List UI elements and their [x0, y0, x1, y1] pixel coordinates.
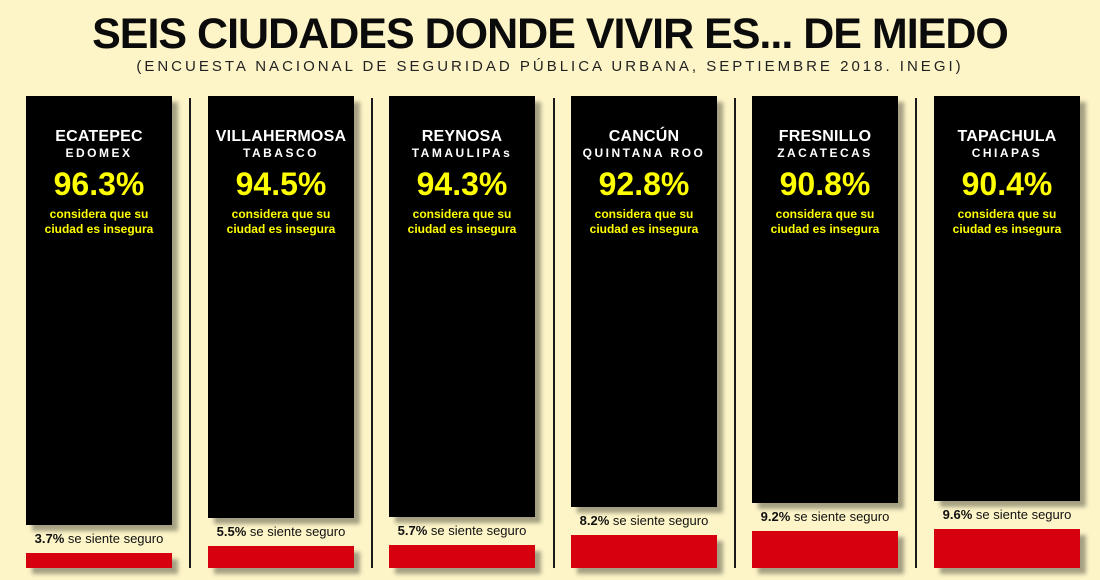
- city-name: ECATEPEC: [55, 128, 143, 145]
- insecure-caption: considera que su: [412, 207, 512, 221]
- state-name: TAMAULIPAs: [411, 146, 513, 160]
- city-name: VILLAHERMOSA: [215, 128, 347, 145]
- safe-caption: se siente seguro: [246, 524, 346, 539]
- safe-caption: se siente seguro: [427, 523, 527, 538]
- city-name: FRESNILLO: [778, 128, 872, 145]
- column-divider: [189, 98, 191, 568]
- insecure-percent: 94.3%: [416, 166, 508, 202]
- safe-label: 3.7% se siente seguro: [19, 531, 179, 546]
- city-name: TAPACHULA: [957, 128, 1057, 145]
- city-name: REYNOSA: [421, 128, 503, 145]
- safe-label: 5.7% se siente seguro: [382, 523, 542, 538]
- chart-subtitle: (ENCUESTA NACIONAL DE SEGURIDAD PÚBLICA …: [136, 58, 964, 75]
- insecure-caption: ciudad es insegura: [589, 222, 699, 236]
- state-name: QUINTANA ROO: [582, 146, 706, 160]
- column-divider: [553, 98, 555, 568]
- safe-percent: 3.7%: [34, 531, 65, 546]
- safe-label: 8.2% se siente seguro: [564, 513, 724, 528]
- insecure-bar: [26, 96, 172, 525]
- safe-caption: se siente seguro: [972, 507, 1072, 522]
- safe-bar: [389, 545, 535, 568]
- safe-percent: 8.2%: [579, 513, 610, 528]
- column-divider: [915, 98, 917, 568]
- insecure-percent: 96.3%: [53, 166, 145, 202]
- safe-caption: se siente seguro: [790, 509, 890, 524]
- insecure-percent: 90.8%: [779, 166, 871, 202]
- safe-bar: [26, 553, 172, 568]
- insecure-caption: ciudad es insegura: [407, 222, 517, 236]
- safe-bar: [752, 531, 898, 568]
- insecure-bar: [934, 96, 1080, 501]
- insecure-bar: [389, 96, 535, 517]
- safe-bar: [571, 535, 717, 568]
- safe-caption: se siente seguro: [64, 531, 164, 546]
- insecure-caption: ciudad es insegura: [44, 222, 154, 236]
- insecure-caption: considera que su: [775, 207, 875, 221]
- safe-label: 9.2% se siente seguro: [745, 509, 905, 524]
- insecure-percent: 90.4%: [961, 166, 1053, 202]
- insecure-bar: [208, 96, 354, 518]
- insecure-caption: considera que su: [594, 207, 694, 221]
- insecure-caption: ciudad es insegura: [226, 222, 336, 236]
- safe-label: 9.6% se siente seguro: [927, 507, 1087, 522]
- safe-percent: 9.6%: [942, 507, 973, 522]
- state-name: ZACATECAS: [777, 146, 873, 160]
- state-name: TABASCO: [243, 146, 319, 160]
- state-name: CHIAPAS: [971, 146, 1043, 160]
- safe-caption: se siente seguro: [609, 513, 709, 528]
- safe-bar: [208, 546, 354, 568]
- city-name: CANCÚN: [608, 128, 680, 145]
- safe-percent: 5.5%: [216, 524, 247, 539]
- insecure-percent: 94.5%: [235, 166, 327, 202]
- column-divider: [371, 98, 373, 568]
- safe-percent: 5.7%: [397, 523, 428, 538]
- insecure-caption: ciudad es insegura: [952, 222, 1062, 236]
- insecure-bar: [752, 96, 898, 503]
- safe-percent: 9.2%: [760, 509, 791, 524]
- insecure-caption: considera que su: [957, 207, 1057, 221]
- state-name: EDOMEX: [65, 146, 133, 160]
- safe-bar: [934, 529, 1080, 568]
- insecure-bar: [571, 96, 717, 507]
- column-divider: [734, 98, 736, 568]
- chart-title: SEIS CIUDADES DONDE VIVIR ES... DE MIEDO: [92, 10, 1009, 58]
- safe-label: 5.5% se siente seguro: [201, 524, 361, 539]
- insecure-caption: ciudad es insegura: [770, 222, 880, 236]
- insecure-caption: considera que su: [231, 207, 331, 221]
- insecure-percent: 92.8%: [598, 166, 690, 202]
- insecure-caption: considera que su: [49, 207, 149, 221]
